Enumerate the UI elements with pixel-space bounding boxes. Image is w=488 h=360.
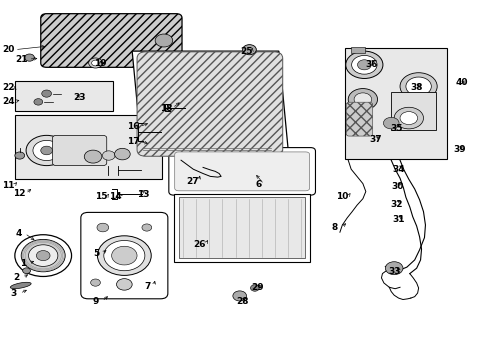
Circle shape bbox=[24, 54, 34, 61]
Circle shape bbox=[111, 246, 137, 265]
Text: 27: 27 bbox=[186, 177, 199, 186]
Bar bbox=[350, 47, 364, 53]
Bar bbox=[174, 194, 309, 262]
Circle shape bbox=[116, 279, 132, 290]
Text: 34: 34 bbox=[392, 166, 405, 175]
Bar bbox=[179, 197, 305, 258]
Text: 18: 18 bbox=[160, 104, 172, 113]
Text: 22: 22 bbox=[2, 84, 14, 93]
Circle shape bbox=[351, 55, 376, 74]
Text: 33: 33 bbox=[387, 267, 400, 276]
Text: 7: 7 bbox=[144, 282, 151, 291]
Text: 8: 8 bbox=[331, 223, 338, 232]
Text: 12: 12 bbox=[14, 189, 26, 198]
Text: 20: 20 bbox=[2, 45, 14, 54]
Bar bbox=[15, 81, 112, 111]
Circle shape bbox=[345, 51, 382, 78]
Circle shape bbox=[22, 268, 30, 274]
Text: 14: 14 bbox=[109, 192, 122, 202]
Circle shape bbox=[353, 93, 371, 106]
Text: 24: 24 bbox=[2, 97, 15, 106]
Circle shape bbox=[91, 60, 99, 66]
FancyBboxPatch shape bbox=[41, 14, 182, 67]
Text: 1: 1 bbox=[20, 259, 26, 268]
Text: 32: 32 bbox=[390, 200, 403, 209]
Text: 5: 5 bbox=[93, 249, 99, 258]
Text: 15: 15 bbox=[95, 192, 107, 202]
Text: 11: 11 bbox=[2, 181, 14, 190]
Circle shape bbox=[103, 240, 144, 271]
Text: 31: 31 bbox=[392, 215, 405, 224]
Circle shape bbox=[155, 34, 172, 47]
Text: 37: 37 bbox=[368, 135, 381, 144]
Text: 2: 2 bbox=[14, 274, 20, 282]
Circle shape bbox=[97, 236, 151, 275]
Circle shape bbox=[232, 291, 246, 301]
Polygon shape bbox=[132, 51, 288, 154]
Text: 36: 36 bbox=[365, 60, 377, 69]
Bar bbox=[345, 48, 446, 159]
Text: 30: 30 bbox=[390, 182, 403, 191]
Bar bbox=[15, 115, 162, 179]
Circle shape bbox=[405, 77, 430, 96]
Text: 38: 38 bbox=[409, 84, 422, 93]
Text: 28: 28 bbox=[236, 297, 248, 306]
Text: 25: 25 bbox=[240, 47, 252, 56]
Text: 13: 13 bbox=[136, 190, 149, 199]
Circle shape bbox=[399, 73, 436, 100]
Circle shape bbox=[114, 148, 130, 160]
FancyBboxPatch shape bbox=[168, 148, 315, 195]
Circle shape bbox=[88, 58, 102, 68]
Text: 19: 19 bbox=[93, 59, 106, 68]
Circle shape bbox=[347, 89, 377, 110]
Circle shape bbox=[34, 99, 42, 105]
FancyBboxPatch shape bbox=[174, 152, 309, 191]
Circle shape bbox=[102, 151, 115, 160]
Circle shape bbox=[399, 112, 417, 125]
FancyBboxPatch shape bbox=[81, 212, 167, 299]
Text: 4: 4 bbox=[16, 229, 22, 238]
Circle shape bbox=[33, 140, 60, 161]
Circle shape bbox=[21, 239, 65, 272]
Circle shape bbox=[383, 117, 398, 129]
Text: 10: 10 bbox=[335, 192, 348, 201]
Circle shape bbox=[242, 45, 256, 55]
Ellipse shape bbox=[10, 282, 31, 289]
Text: 9: 9 bbox=[93, 297, 99, 306]
Text: 23: 23 bbox=[73, 93, 85, 102]
Text: 35: 35 bbox=[389, 124, 402, 133]
Text: 40: 40 bbox=[454, 78, 467, 87]
Circle shape bbox=[15, 152, 24, 159]
Circle shape bbox=[385, 262, 402, 275]
Circle shape bbox=[357, 60, 370, 70]
Text: 29: 29 bbox=[250, 284, 263, 292]
Text: 39: 39 bbox=[452, 145, 465, 154]
Circle shape bbox=[41, 146, 52, 155]
Circle shape bbox=[250, 285, 259, 291]
Circle shape bbox=[36, 251, 50, 261]
Circle shape bbox=[142, 224, 151, 231]
Circle shape bbox=[97, 223, 108, 232]
FancyBboxPatch shape bbox=[137, 52, 282, 156]
Text: 6: 6 bbox=[255, 180, 261, 189]
Text: 26: 26 bbox=[193, 240, 205, 248]
Circle shape bbox=[15, 235, 71, 276]
Circle shape bbox=[90, 279, 100, 286]
FancyBboxPatch shape bbox=[346, 102, 372, 136]
Circle shape bbox=[393, 107, 423, 129]
Circle shape bbox=[26, 135, 67, 166]
Text: 16: 16 bbox=[126, 122, 139, 131]
FancyBboxPatch shape bbox=[52, 135, 106, 166]
Text: 3: 3 bbox=[11, 289, 17, 298]
Circle shape bbox=[84, 150, 102, 163]
Circle shape bbox=[41, 90, 51, 97]
Text: 21: 21 bbox=[16, 55, 28, 64]
Text: 17: 17 bbox=[126, 137, 139, 146]
Bar bbox=[390, 92, 435, 130]
Circle shape bbox=[28, 245, 58, 266]
